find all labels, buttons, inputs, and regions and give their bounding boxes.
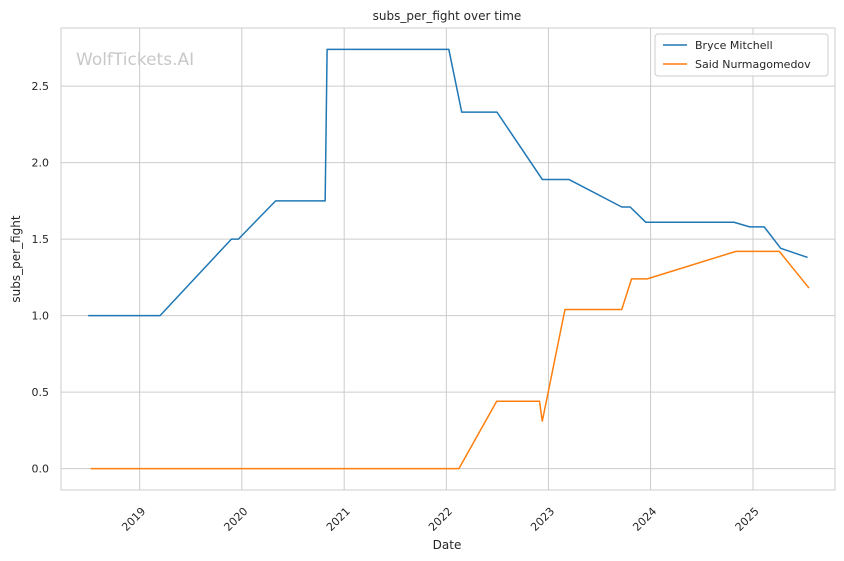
legend: Bryce Mitchell Said Nurmagomedov <box>654 33 829 77</box>
y-tick-labels: 0.0 0.5 1.0 1.5 2.0 2.5 <box>32 80 50 475</box>
y-tick-label: 1.0 <box>32 310 50 323</box>
x-tick-label: 2022 <box>426 505 455 534</box>
y-tick-label: 1.5 <box>32 233 50 246</box>
legend-label: Bryce Mitchell <box>695 39 773 52</box>
x-tick-label: 2019 <box>119 505 148 534</box>
series-line-2 <box>90 250 810 470</box>
grid <box>61 28 835 490</box>
plot-frame <box>60 27 836 491</box>
y-axis-label: subs_per_fight <box>9 215 23 302</box>
y-tick-label: 2.0 <box>32 157 50 170</box>
x-tick-label: 2025 <box>733 505 762 534</box>
x-tick-label: 2021 <box>324 505 353 534</box>
y-tick-label: 2.5 <box>32 80 50 93</box>
x-tick-label: 2020 <box>221 505 250 534</box>
watermark: WolfTickets.AI <box>76 50 194 70</box>
x-tick-labels: 2019 2020 2021 2022 2023 2024 2025 <box>119 505 761 534</box>
legend-label: Said Nurmagomedov <box>695 58 811 71</box>
x-axis-label: Date <box>433 538 462 552</box>
x-tick-label: 2023 <box>528 505 557 534</box>
x-tick-label: 2024 <box>630 505 659 534</box>
y-tick-label: 0.0 <box>32 463 50 476</box>
series-layer <box>88 48 810 470</box>
series-line-1 <box>88 48 808 317</box>
chart-title: subs_per_fight over time <box>373 9 522 23</box>
y-tick-label: 0.5 <box>32 386 50 399</box>
legend-box <box>654 33 829 77</box>
